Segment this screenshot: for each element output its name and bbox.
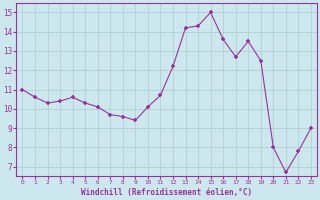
X-axis label: Windchill (Refroidissement éolien,°C): Windchill (Refroidissement éolien,°C)	[81, 188, 252, 197]
